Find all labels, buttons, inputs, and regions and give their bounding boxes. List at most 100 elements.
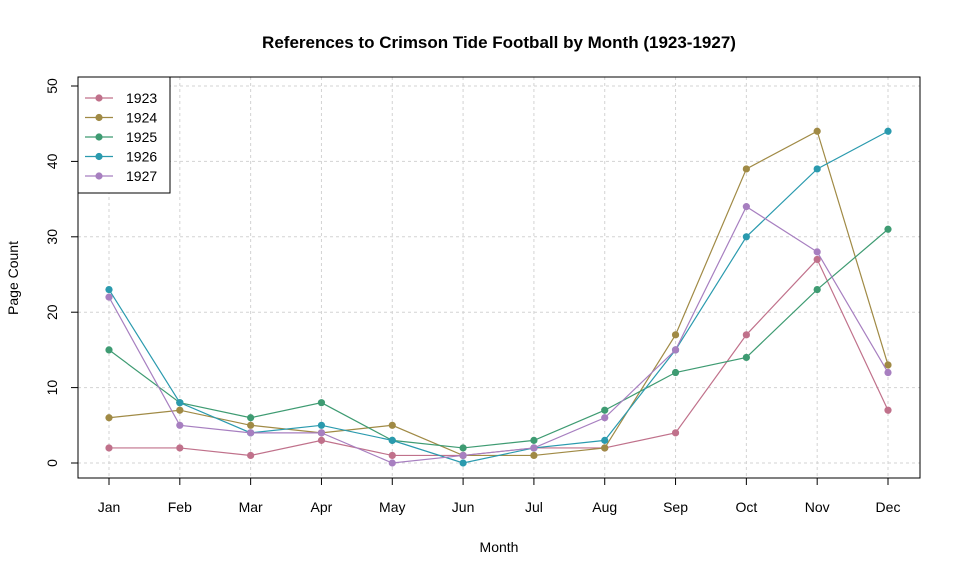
legend-item: 1926 [85, 149, 157, 165]
series-1926 [105, 127, 892, 467]
data-point [317, 429, 326, 437]
data-point [247, 421, 255, 429]
data-point [317, 399, 326, 407]
series-1923 [105, 255, 892, 460]
data-point [176, 444, 184, 452]
data-point [317, 421, 326, 429]
series-line [108, 130, 889, 464]
x-axis: Jan Feb Mar Apr May Jun Jul Aug Sep Oct Nov Dec [98, 478, 900, 515]
data-point [742, 165, 750, 173]
y-tick-label: 40 [44, 153, 60, 169]
data-point [884, 225, 892, 233]
y-tick-label: 50 [44, 78, 60, 94]
legend-label: 1927 [126, 168, 157, 184]
series-line [108, 228, 889, 449]
y-tick-label: 20 [44, 304, 60, 320]
legend-marker [95, 113, 103, 122]
data-point [530, 436, 538, 444]
y-axis: 0 10 20 30 40 50 [44, 78, 78, 467]
data-point [884, 368, 892, 377]
data-point [813, 248, 821, 256]
x-tick-label: Jun [452, 499, 475, 515]
legend: 1923 1924 1925 1926 1927 [77, 76, 171, 194]
data-point [105, 346, 113, 354]
data-point [247, 451, 255, 460]
plot-frame [77, 76, 921, 479]
legend-item: 1923 [85, 90, 157, 106]
data-point [105, 285, 113, 294]
data-point [388, 459, 396, 467]
x-tick-label: Aug [592, 499, 617, 515]
data-point [742, 353, 750, 362]
data-point [742, 233, 750, 241]
chart-title: References to Crimson Tide Football by M… [262, 33, 736, 52]
legend-marker [95, 133, 103, 141]
data-point [105, 414, 113, 422]
series-1925 [105, 225, 892, 452]
data-point [530, 451, 538, 460]
legend-item: 1925 [85, 129, 157, 145]
legend-marker [95, 94, 103, 102]
x-tick-label: Apr [311, 499, 333, 515]
data-point [884, 361, 892, 369]
data-point [176, 399, 184, 407]
data-point [601, 414, 609, 422]
legend-box [77, 76, 171, 194]
legend-marker [95, 172, 103, 180]
legend-label: 1925 [126, 129, 157, 145]
data-point [247, 429, 255, 437]
series-line [109, 258, 889, 457]
data-point [105, 293, 113, 301]
data-point [671, 429, 680, 437]
data-point [176, 406, 184, 414]
data-point [884, 406, 892, 414]
x-tick-label: Oct [735, 499, 757, 515]
data-point [813, 165, 821, 173]
x-tick-label: Sep [663, 499, 688, 515]
data-point [601, 436, 609, 444]
x-tick-label: May [379, 499, 405, 515]
x-tick-label: Feb [168, 499, 192, 515]
legend-label: 1924 [126, 110, 157, 126]
data-point [317, 436, 326, 444]
data-point [742, 203, 750, 211]
data-point [530, 444, 538, 452]
y-tick-label: 30 [44, 229, 60, 245]
data-point [176, 421, 184, 429]
y-tick-label: 0 [44, 459, 60, 467]
data-point [813, 127, 821, 135]
data-point [459, 444, 467, 452]
grid [78, 77, 920, 478]
x-tick-label: Jan [98, 499, 121, 515]
legend-marker [95, 152, 103, 161]
series-line [108, 205, 889, 464]
series-line [108, 130, 889, 457]
data-point [742, 331, 750, 339]
legend-label: 1926 [126, 149, 157, 165]
data-point [813, 255, 821, 264]
legend-item: 1924 [85, 110, 157, 126]
x-tick-label: Jul [525, 499, 543, 515]
data-point [388, 421, 396, 429]
x-axis-label: Month [480, 539, 519, 555]
legend-item: 1927 [85, 168, 157, 184]
y-tick-label: 10 [44, 380, 60, 396]
y-axis-label: Page Count [5, 241, 21, 315]
series-1927 [105, 203, 892, 467]
data-point [601, 406, 609, 414]
series-layer [105, 127, 892, 467]
data-point [388, 436, 396, 444]
data-point [601, 444, 609, 452]
legend-label: 1923 [126, 90, 157, 106]
series-1924 [105, 127, 892, 460]
data-point [105, 444, 113, 452]
data-point [884, 127, 892, 135]
data-point [671, 368, 680, 377]
data-point [671, 346, 680, 354]
x-tick-label: Nov [805, 499, 830, 515]
data-point [671, 331, 680, 339]
data-point [459, 451, 467, 460]
x-tick-label: Mar [239, 499, 263, 515]
data-point [459, 459, 467, 467]
